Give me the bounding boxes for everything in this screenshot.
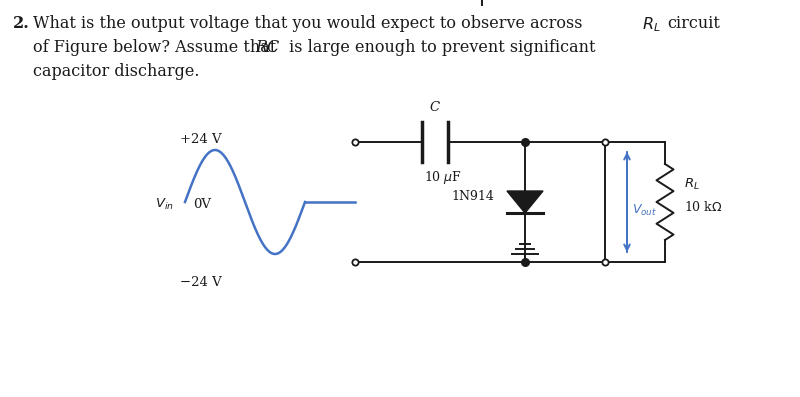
Text: +24 V: +24 V bbox=[180, 133, 222, 146]
Text: circuit: circuit bbox=[667, 15, 720, 32]
Text: $V_{out}$: $V_{out}$ bbox=[632, 202, 657, 218]
Text: 2.: 2. bbox=[13, 15, 30, 32]
Text: What is the output voltage that you would expect to observe across: What is the output voltage that you woul… bbox=[33, 15, 588, 32]
Polygon shape bbox=[507, 191, 543, 213]
Text: RC: RC bbox=[255, 39, 279, 56]
Text: $R_L$: $R_L$ bbox=[684, 176, 700, 191]
Text: is large enough to prevent significant: is large enough to prevent significant bbox=[284, 39, 595, 56]
Text: C: C bbox=[430, 101, 440, 114]
Text: 10 $\mu$F: 10 $\mu$F bbox=[424, 169, 462, 186]
Text: 0V: 0V bbox=[193, 197, 211, 210]
Text: $R_L$: $R_L$ bbox=[642, 15, 661, 34]
Text: 1N914: 1N914 bbox=[451, 189, 494, 202]
Text: $V_{in}$: $V_{in}$ bbox=[155, 197, 174, 212]
Text: −24 V: −24 V bbox=[180, 276, 222, 289]
Text: 10 k$\Omega$: 10 k$\Omega$ bbox=[684, 200, 722, 214]
Text: capacitor discharge.: capacitor discharge. bbox=[33, 63, 199, 80]
Text: of Figure below? Assume that: of Figure below? Assume that bbox=[33, 39, 282, 56]
